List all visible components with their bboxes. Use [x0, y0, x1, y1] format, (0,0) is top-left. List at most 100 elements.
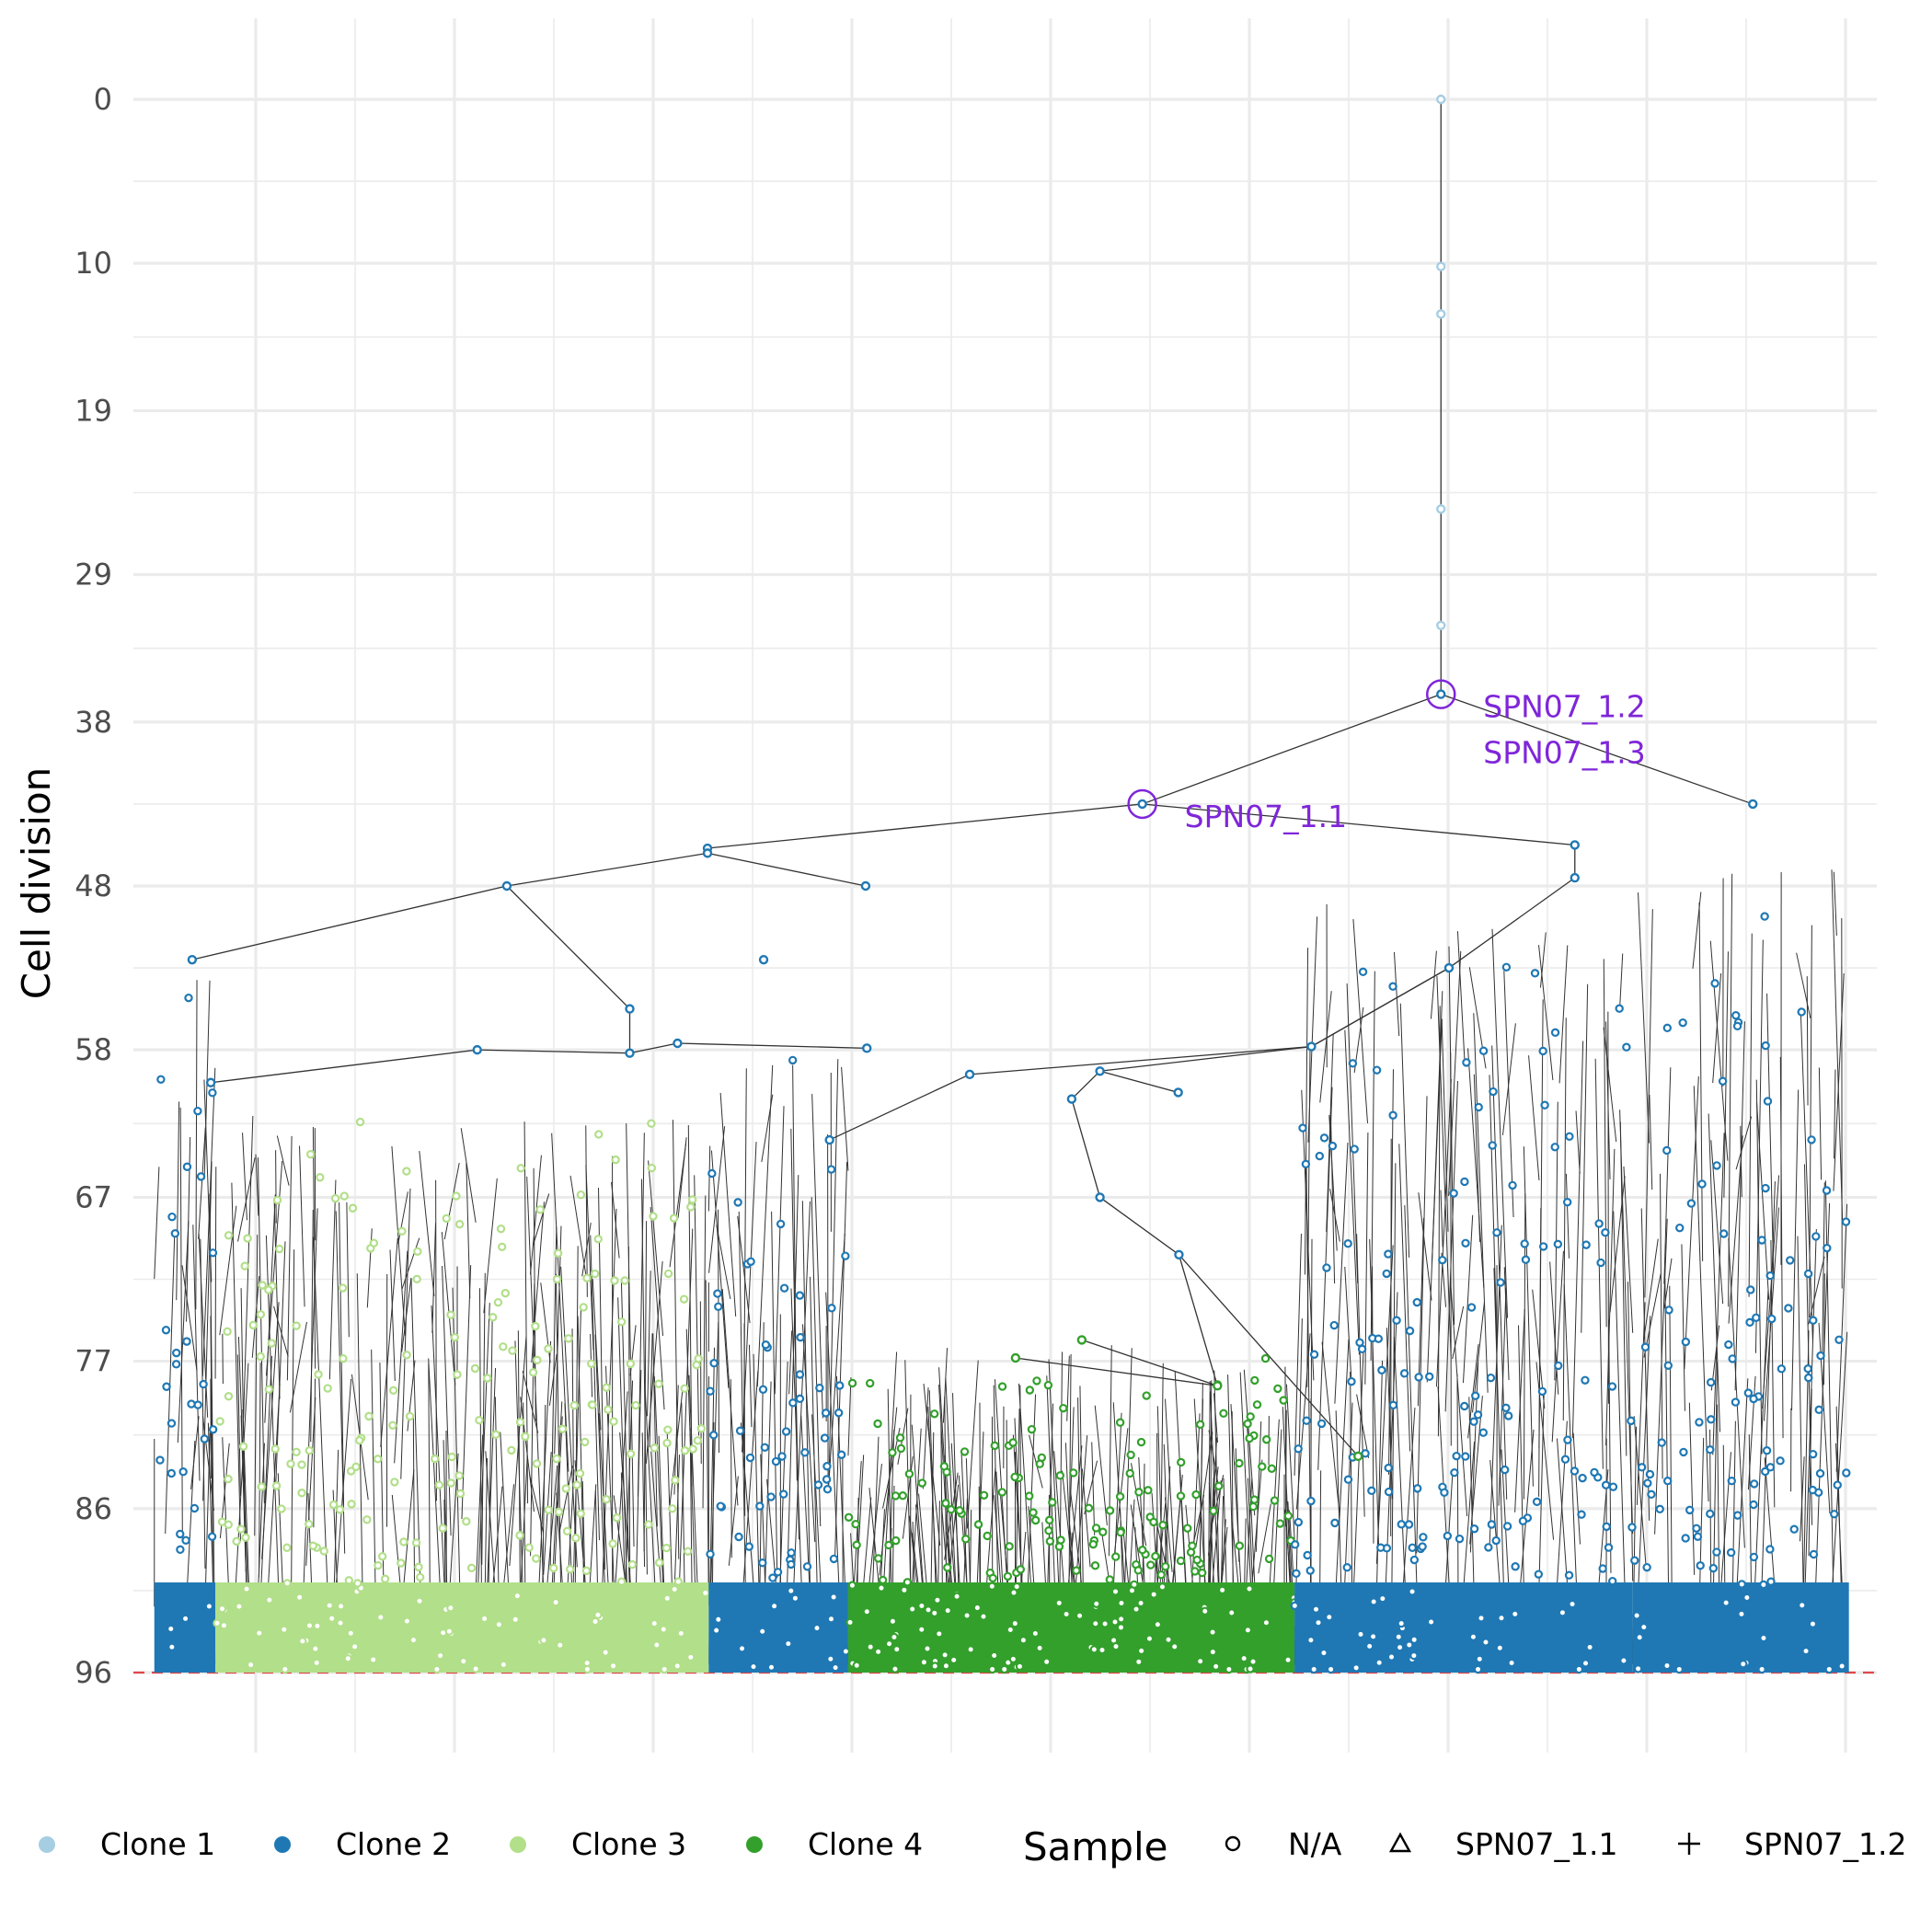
tree-node: [1201, 1606, 1210, 1616]
tree-node: [1311, 1604, 1321, 1614]
tree-node: [1305, 1566, 1315, 1575]
subtree-edge: [592, 1279, 602, 1431]
subtree-edge: [460, 1128, 477, 1223]
tree-node: [1633, 1664, 1643, 1673]
tree-node: [874, 1554, 883, 1563]
tree-node: [1478, 1428, 1488, 1437]
tree-node: [866, 1642, 875, 1651]
tree-node: [1161, 1561, 1170, 1571]
tree-node: [1176, 1556, 1186, 1566]
tree-node: [758, 1385, 768, 1395]
tree-node: [1727, 1477, 1736, 1486]
subtree-edge: [389, 1249, 396, 1382]
subtree-edge: [1285, 1409, 1287, 1527]
tree-node: [1712, 1161, 1721, 1170]
subtree-edge: [1304, 948, 1309, 1275]
tree-node: [215, 1417, 224, 1426]
tree-node: [346, 1628, 355, 1638]
tree-node: [272, 1195, 282, 1205]
tree-node: [673, 1038, 683, 1049]
subtree-edge: [1649, 1094, 1653, 1190]
subtree-edge: [1638, 892, 1650, 1144]
subtree-edge: [1562, 1018, 1567, 1420]
subtree-edge: [958, 1475, 968, 1588]
tree-node: [1409, 1555, 1420, 1565]
tree-node: [248, 1320, 258, 1330]
tree-node: [1091, 1524, 1101, 1533]
tree-node: [983, 1531, 992, 1541]
tree-node: [888, 1616, 898, 1627]
tree-node: [489, 1313, 498, 1322]
tree-node: [544, 1505, 553, 1514]
tree-node: [795, 1291, 805, 1300]
tree-node: [616, 1577, 627, 1586]
tree-node: [755, 1501, 765, 1511]
tree-node: [1364, 1641, 1374, 1651]
tree-node: [305, 1519, 314, 1529]
tree-node: [989, 1650, 999, 1661]
tree-node: [972, 1603, 983, 1613]
tree-node: [1248, 1657, 1258, 1666]
subtree-edge: [177, 1220, 190, 1443]
subtree-edge: [1806, 976, 1809, 1106]
tree-node: [544, 1344, 553, 1353]
subtree-edge: [1735, 1116, 1753, 1170]
tree-node: [1227, 1608, 1236, 1617]
subtree-edge: [522, 1371, 539, 1433]
tree-node: [1133, 1566, 1143, 1575]
subtree-edge: [1761, 1181, 1776, 1601]
tree-node: [1157, 1582, 1167, 1592]
tree-node: [1197, 1568, 1207, 1578]
tree-node: [292, 1321, 301, 1330]
legend: Clone 1 Clone 2 Clone 3 Clone 4 Sample N/A SPN…: [39, 1824, 1907, 1869]
tree-node: [1397, 1618, 1406, 1628]
tree-node: [1186, 1547, 1196, 1557]
tree-node: [917, 1601, 926, 1611]
tree-node: [380, 1574, 390, 1583]
tree-node: [497, 1242, 507, 1252]
tree-node: [1637, 1463, 1647, 1472]
tree-node: [1314, 1617, 1323, 1627]
subtree-edge: [685, 1328, 697, 1620]
tree-node: [919, 1658, 929, 1667]
tree-node: [1726, 1547, 1736, 1558]
tree-node: [1377, 1365, 1386, 1375]
tree-edge: [506, 852, 708, 887]
subtree-edge: [1663, 1067, 1672, 1284]
tree-node: [917, 1478, 926, 1488]
subtree-edge: [559, 1466, 573, 1531]
tree-node: [1789, 1524, 1799, 1534]
tree-node: [1306, 1041, 1317, 1052]
tree-node: [1520, 1239, 1529, 1248]
legend-clone-swatch: [39, 1836, 55, 1853]
tree-node: [904, 1469, 914, 1478]
tree-node: [494, 1620, 504, 1629]
tree-node: [779, 1283, 789, 1293]
tree-node: [347, 1500, 356, 1509]
subtree-edge: [1834, 1069, 1836, 1159]
subtree-edge: [276, 1135, 290, 1186]
tree-node: [1245, 1584, 1254, 1593]
tree-node: [368, 1655, 378, 1664]
subtree-edge: [546, 1465, 558, 1586]
tree-node: [362, 1515, 372, 1524]
tree-node: [650, 1443, 660, 1453]
tree-node: [1801, 1646, 1811, 1656]
tree-node: [350, 1642, 360, 1651]
subtree-edge: [1418, 1192, 1432, 1301]
tree-node: [1786, 1256, 1795, 1265]
tree-node: [532, 1459, 542, 1468]
tree-node: [305, 1621, 315, 1630]
subtree-edge: [1321, 1341, 1340, 1513]
tree-node: [1443, 962, 1455, 973]
tree-node: [891, 1664, 900, 1673]
tree-node: [1098, 1645, 1107, 1655]
tree-node: [305, 1149, 316, 1159]
subtree-edge: [435, 1179, 437, 1501]
tree-node: [734, 1532, 743, 1542]
tree-node: [1409, 1650, 1419, 1661]
legend-clone-label: Clone 4: [808, 1826, 923, 1862]
y-tick-label: 96: [75, 1655, 112, 1690]
tree-node: [1105, 1575, 1115, 1584]
tree-node: [558, 1424, 568, 1433]
